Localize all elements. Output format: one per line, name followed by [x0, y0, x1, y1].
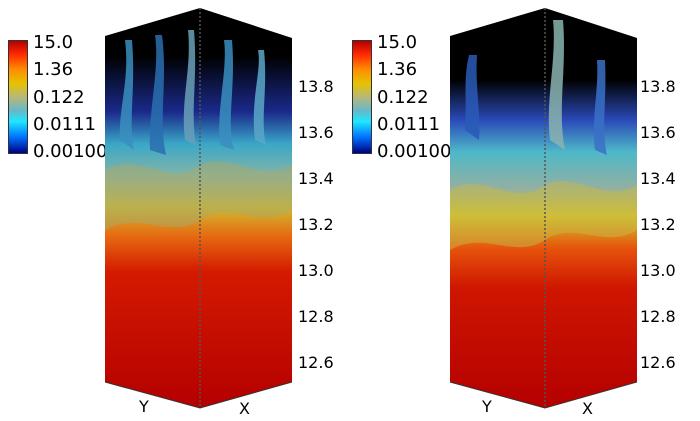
tick-label: 13.0 [640, 261, 676, 280]
tick-label: 13.4 [298, 169, 334, 188]
tick-label: 12.6 [640, 353, 676, 372]
tick-label: 13.6 [640, 123, 676, 142]
colorbar-label: 0.0111 [33, 114, 96, 135]
colorbar [8, 40, 28, 154]
colorbar-label-min: 0.00100 [377, 141, 452, 162]
volume-render [104, 8, 293, 409]
tick-label: 13.2 [298, 215, 334, 234]
tick-label: 12.6 [298, 353, 334, 372]
colorbar-label: 1.36 [377, 59, 418, 80]
colorbar-label-max: 15.0 [377, 32, 418, 53]
tick-label: 13.6 [298, 123, 334, 142]
axis-label-y: Y [139, 397, 149, 416]
volume-render [449, 8, 638, 409]
colorbar-label: 0.122 [377, 87, 429, 108]
left-panel: 15.0 1.36 0.122 0.0111 0.00100 13.8 13.6… [8, 8, 334, 418]
colorbar-label-max: 15.0 [33, 32, 74, 53]
tick-label: 12.8 [640, 307, 676, 326]
tick-label: 13.2 [640, 215, 676, 234]
axis-label-x: X [239, 399, 250, 418]
colorbar-label-min: 0.00100 [33, 141, 108, 162]
tick-label: 12.8 [298, 307, 334, 326]
colorbar-label: 0.122 [33, 87, 85, 108]
tick-label: 13.4 [640, 169, 676, 188]
colorbar-label: 1.36 [33, 59, 74, 80]
colorbar [352, 40, 372, 154]
colorbar-label: 0.0111 [377, 114, 440, 135]
tick-label: 13.0 [298, 261, 334, 280]
axis-label-y: Y [482, 397, 492, 416]
tick-label: 13.8 [298, 77, 334, 96]
tick-label: 13.8 [640, 77, 676, 96]
right-panel: 15.0 1.36 0.122 0.0111 0.00100 13.8 13.6… [345, 0, 700, 421]
axis-label-x: X [582, 399, 593, 418]
